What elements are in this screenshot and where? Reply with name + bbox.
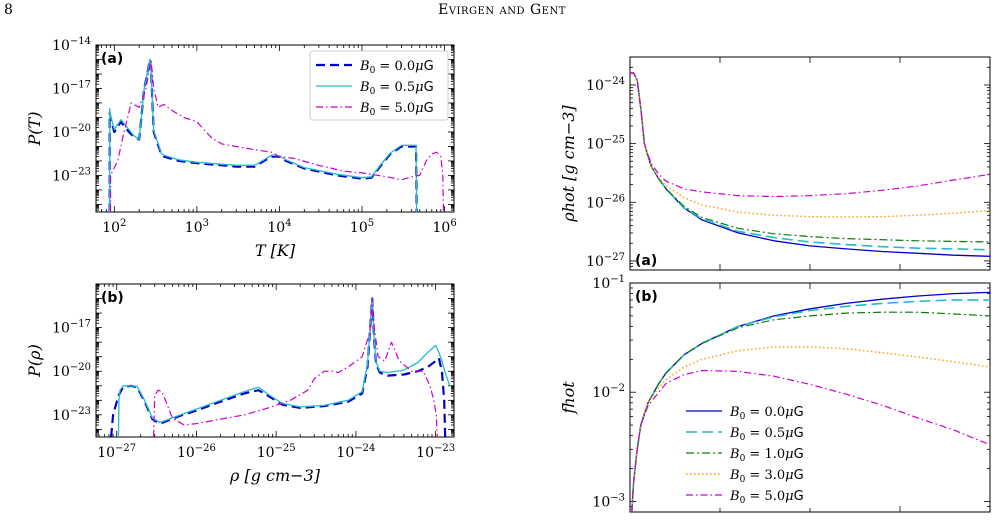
- tick-label: 10−24: [336, 443, 375, 461]
- tick-label: 102: [102, 218, 126, 236]
- tick-label: 10−20: [52, 362, 91, 380]
- tick-label: 10−17: [52, 79, 91, 97]
- series-group: [630, 72, 990, 257]
- tick-label: 103: [185, 218, 209, 236]
- legend: B0 = 0.0μG B0 = 0.5μG B0 = 5.0μG: [309, 50, 449, 121]
- tick-label: 10−20: [52, 123, 91, 141]
- tick-label: 10−17: [52, 319, 91, 337]
- chart-left-bottom: 10−27 10−26 10−25 10−24 10−23 10−23 10−20 10−17…: [25, 283, 455, 485]
- tick-label: 10−26: [586, 193, 625, 211]
- panel-label: (a): [635, 253, 657, 269]
- legend: B0 = 0.0μG B0 = 0.5μG B0 = 1.0μG B0 = 3.0μG…: [680, 397, 818, 508]
- running-head: Evirgen and Gent: [438, 2, 566, 18]
- panel-label: (a): [101, 51, 123, 67]
- chart-left-top: 102 103 104 105 106 10−23 10−20 10−17 10−14 (a) T …: [25, 36, 457, 260]
- series-line-3: [630, 72, 990, 243]
- tick-label: 10−23: [416, 443, 455, 461]
- legend-entry: B0 = 5.0μG: [359, 101, 434, 118]
- series-line-2: [630, 72, 990, 251]
- series-line-2: [109, 58, 418, 212]
- y-axis-label: fhot: [559, 381, 578, 415]
- series-line-2: [117, 296, 451, 437]
- panel-label: (b): [635, 289, 658, 305]
- series-group: [108, 58, 445, 212]
- tick-label: 10−14: [52, 36, 91, 54]
- y-axis-label: P(ρ): [25, 344, 44, 378]
- y-axis-label: P(T): [25, 112, 44, 147]
- legend-entry: B0 = 0.5μG: [359, 80, 434, 97]
- series-line-1: [108, 58, 418, 212]
- plot-frame: [95, 283, 455, 438]
- y-axis-label: ρhot [g cm−3]: [559, 105, 578, 223]
- series-line-3: [109, 60, 445, 212]
- tick-label: 105: [350, 218, 374, 236]
- legend-entry: B0 = 1.0μG: [729, 447, 804, 464]
- legend-box: [309, 50, 449, 121]
- legend-entry: B0 = 0.0μG: [729, 405, 804, 422]
- series-line-1: [110, 297, 447, 437]
- series-group: [110, 296, 451, 437]
- tick-label: 104: [267, 218, 291, 236]
- legend-entry: B0 = 5.0μG: [729, 489, 804, 506]
- tick-label: 106: [432, 218, 456, 236]
- tick-label: 10−25: [257, 443, 296, 461]
- plot-frame: [629, 56, 991, 271]
- tick-label: 10−2: [592, 383, 625, 401]
- tick-label: 10−3: [592, 492, 625, 510]
- series-line-5: [630, 72, 990, 198]
- series-group: [631, 291, 990, 512]
- tick-label: 10−24: [586, 76, 625, 94]
- series-line-5: [631, 369, 990, 512]
- tick-label: 10−23: [52, 166, 91, 184]
- legend-entry: B0 = 3.0μG: [729, 468, 804, 485]
- tick-label: 10−23: [52, 406, 91, 424]
- tick-label: 10−1: [592, 274, 625, 292]
- panel-label: (b): [101, 290, 124, 306]
- plot-frame: [95, 44, 455, 213]
- legend-entry: B0 = 0.0μG: [359, 59, 434, 76]
- page-number: 8: [4, 2, 13, 18]
- tick-label: 10−27: [97, 443, 136, 461]
- tick-label: 10−25: [586, 135, 625, 153]
- legend-box: [680, 397, 818, 508]
- chart-right-top: 10−27 10−26 10−25 10−24 (a) ρhot [g cm−3]: [559, 56, 991, 271]
- series-line-1: [630, 72, 990, 257]
- x-axis-label: T [K]: [255, 241, 296, 260]
- series-line-3: [631, 311, 990, 512]
- legend-entry: B0 = 0.5μG: [729, 426, 804, 443]
- tick-label: 10−26: [177, 443, 216, 461]
- series-line-3: [153, 297, 438, 437]
- tick-label: 10−27: [586, 252, 625, 270]
- series-line-4: [630, 72, 990, 218]
- x-axis-label: ρ [g cm−3]: [229, 466, 321, 485]
